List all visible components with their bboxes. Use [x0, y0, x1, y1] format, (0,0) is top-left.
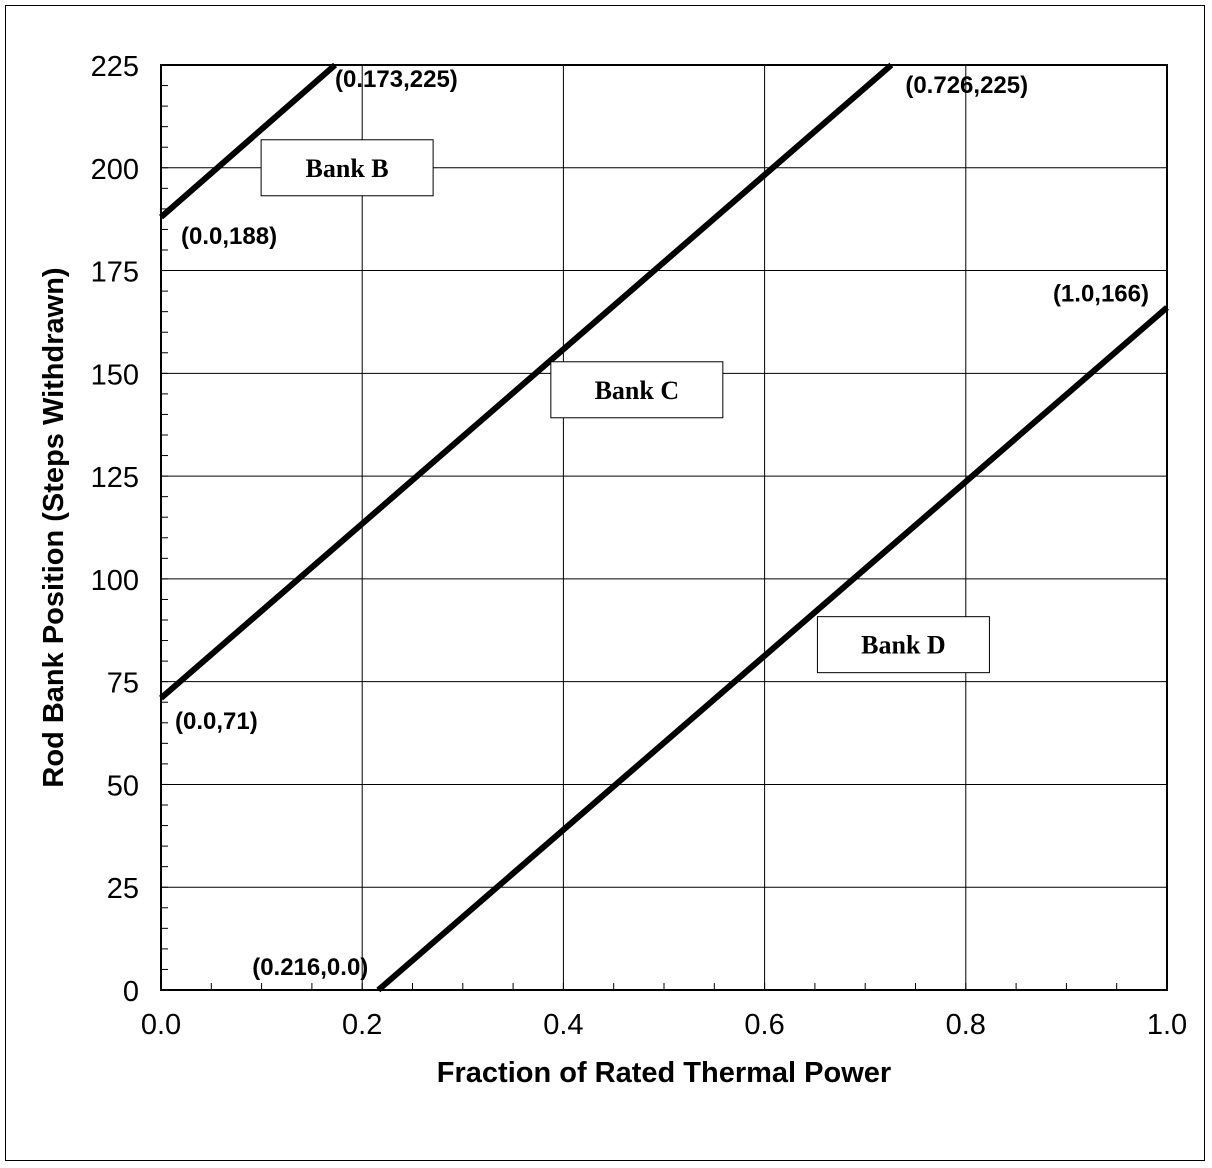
- figure-frame: [5, 5, 1205, 1161]
- series-label-box: [550, 361, 724, 419]
- point-annotation: (1.0,166): [1053, 281, 1149, 308]
- series-label: Bank D: [861, 631, 946, 660]
- point-annotation: (0.726,225): [905, 72, 1028, 99]
- series-line-bank-b: [159, 62, 338, 220]
- x-tick-label: 0.4: [543, 1009, 583, 1041]
- y-tick-label: 100: [91, 565, 139, 597]
- x-tick-label: 1.0: [1147, 1009, 1187, 1041]
- point-annotation: (0.216,0.0): [252, 954, 368, 981]
- y-tick-label: 50: [107, 770, 139, 802]
- x-tick-label: 0.6: [744, 1009, 784, 1041]
- series-label: Bank B: [306, 154, 389, 183]
- x-tick-label: 0.2: [342, 1009, 382, 1041]
- series-label-box: [816, 616, 990, 674]
- x-tick-label: 0.0: [141, 1009, 181, 1041]
- series-line-bank-c: [159, 62, 894, 701]
- point-annotation: (0.173,225): [335, 66, 458, 93]
- y-tick-label: 0: [123, 976, 139, 1008]
- y-tick-label: 150: [91, 359, 139, 391]
- series-label-box: [260, 139, 434, 197]
- series-label: Bank C: [595, 376, 680, 405]
- y-tick-label: 75: [107, 668, 139, 700]
- y-tick-label: 225: [91, 51, 139, 83]
- plot-area-border: [160, 64, 1168, 991]
- x-tick-label: 0.8: [946, 1009, 986, 1041]
- y-tick-label: 25: [107, 873, 139, 905]
- point-annotation: (0.0,71): [175, 708, 258, 735]
- y-tick-label: 125: [91, 462, 139, 494]
- y-axis-title: Rod Bank Position (Steps Withdrawn): [38, 267, 70, 787]
- y-tick-label: 175: [91, 257, 139, 289]
- point-annotation: (0.0,188): [181, 223, 277, 250]
- y-tick-label: 200: [91, 154, 139, 186]
- x-axis-title: Fraction of Rated Thermal Power: [437, 1057, 891, 1089]
- series-line-bank-d: [376, 305, 1169, 993]
